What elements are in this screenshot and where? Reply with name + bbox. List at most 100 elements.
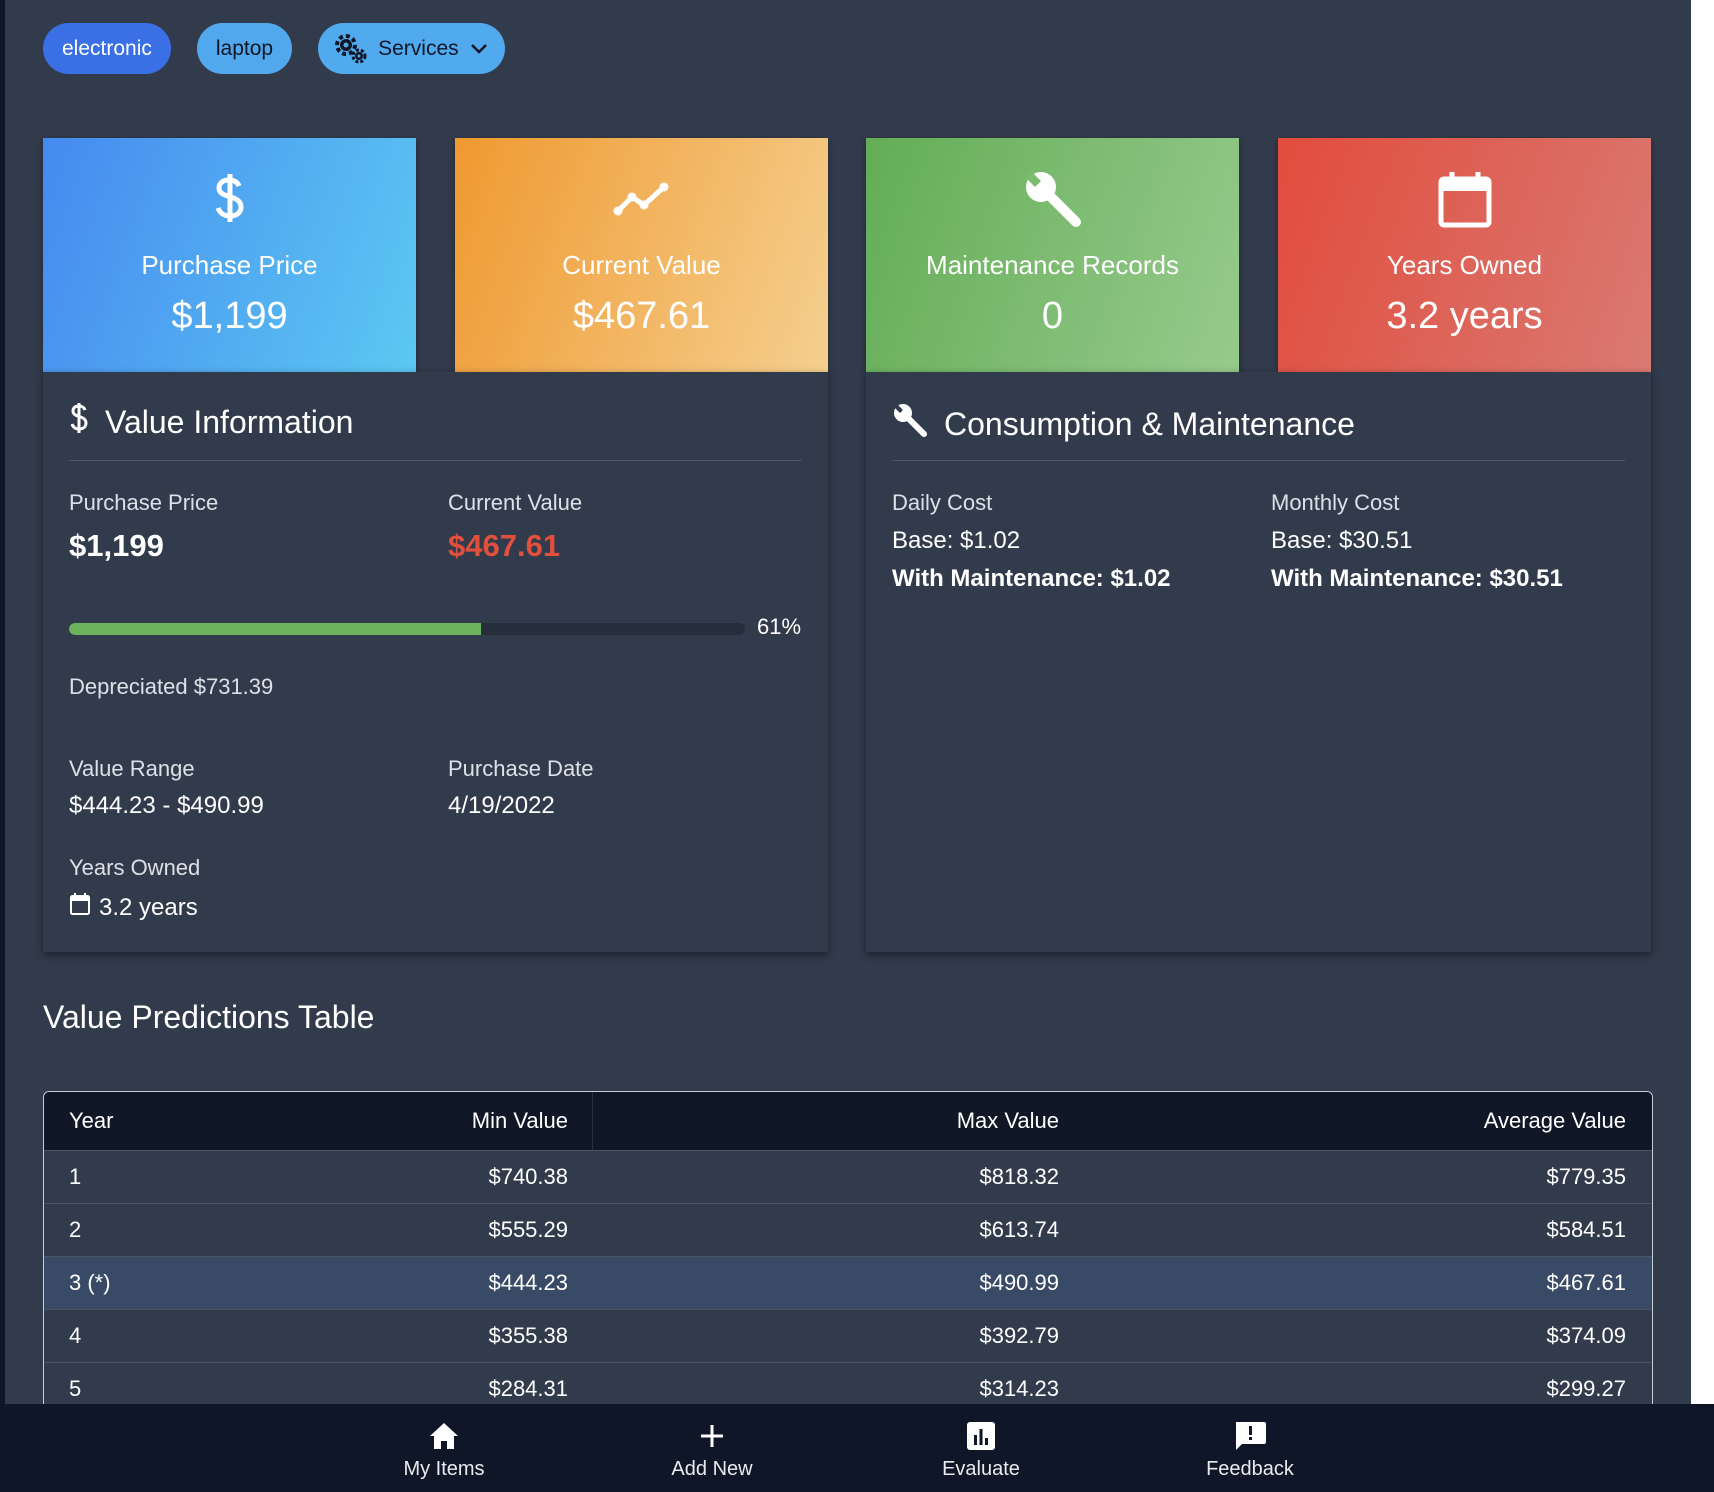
calendar-icon (1437, 168, 1493, 230)
cell-min: $740.38 (488, 1164, 568, 1189)
header-average-value[interactable]: Average Value (1483, 1108, 1626, 1133)
stat-value: $467.61 (572, 295, 711, 337)
stat-value: 0 (1041, 295, 1064, 337)
header-max-value[interactable]: Max Value (956, 1108, 1059, 1133)
calendar-icon (69, 892, 91, 923)
stat-card-years-owned: Years Owned 3.2 years (1278, 138, 1651, 372)
cell-average: $779.35 (1546, 1164, 1626, 1189)
current-value-label: Current Value (448, 490, 583, 515)
depreciation-percent: 61% (757, 614, 802, 639)
app-main: electronic laptop Services (5, 0, 1691, 1404)
table-row: 5 $284.31 $314.23 $299.27 (44, 1362, 1652, 1404)
table-row: 1 $740.38 $818.32 $779.35 (44, 1150, 1652, 1203)
years-owned-value: 3.2 years (69, 892, 198, 923)
bottom-navigation: My Items Add New Evaluate (0, 1404, 1714, 1492)
cell-max: $818.32 (979, 1164, 1059, 1189)
stat-card-purchase-price: Purchase Price $1,199 (43, 138, 416, 372)
cell-max: $613.74 (979, 1217, 1059, 1242)
daily-cost-base: Base: $1.02 (892, 527, 1021, 554)
cell-average: $584.51 (1546, 1217, 1626, 1242)
stat-label: Purchase Price (141, 250, 318, 280)
purchase-price-value: $1,199 (69, 528, 164, 563)
cell-year: 1 (69, 1164, 82, 1189)
nav-feedback[interactable]: Feedback (1150, 1404, 1350, 1492)
daily-cost-label: Daily Cost (892, 490, 993, 515)
stat-card-maintenance-records: Maintenance Records 0 (866, 138, 1239, 372)
gears-icon (334, 33, 368, 65)
table-row: 2 $555.29 $613.74 $584.51 (44, 1203, 1652, 1256)
header-min-value[interactable]: Min Value (471, 1108, 568, 1133)
cell-min: $444.23 (488, 1270, 568, 1295)
cell-year: 4 (69, 1323, 82, 1348)
dollar-icon (69, 402, 89, 442)
cell-year: 2 (69, 1217, 82, 1242)
table-header: Year Min Value Max Value Average Value (44, 1092, 1652, 1150)
value-info-title: Value Information (105, 403, 354, 440)
cell-min: $355.38 (488, 1323, 568, 1348)
home-icon (428, 1420, 460, 1452)
table-row: 4 $355.38 $392.79 $374.09 (44, 1309, 1652, 1362)
tag-electronic[interactable]: electronic (43, 23, 171, 74)
years-owned-text: 3.2 years (99, 893, 198, 921)
cell-year: 3 (*) (69, 1270, 111, 1295)
stat-label: Years Owned (1386, 250, 1543, 280)
window-edge (1691, 0, 1714, 1404)
cell-average: $374.09 (1546, 1323, 1626, 1348)
header-separator (592, 1092, 593, 1150)
daily-cost-with-maintenance: With Maintenance: $1.02 (892, 565, 1171, 592)
depreciated-amount: Depreciated $731.39 (69, 674, 274, 699)
stat-value: 3.2 years (1386, 295, 1543, 337)
years-owned-label: Years Owned (69, 855, 201, 880)
consumption-maintenance-panel: Consumption & Maintenance Daily Cost Bas… (866, 372, 1651, 952)
feedback-icon (1233, 1420, 1267, 1452)
wrench-icon (1022, 168, 1084, 230)
header-year[interactable]: Year (69, 1108, 114, 1133)
services-dropdown[interactable]: Services (318, 23, 505, 74)
services-label: Services (378, 36, 459, 60)
wrench-icon (892, 402, 928, 446)
cell-year: 5 (69, 1376, 82, 1401)
dollar-icon (213, 168, 247, 230)
cell-max: $314.23 (979, 1376, 1059, 1401)
depreciation-progress-fill (69, 623, 482, 635)
nav-add-new[interactable]: Add New (612, 1404, 812, 1492)
value-range-value: $444.23 - $490.99 (69, 792, 264, 819)
bar-chart-icon (966, 1420, 996, 1452)
monthly-cost-base: Base: $30.51 (1271, 527, 1413, 554)
nav-label: Evaluate (942, 1458, 1020, 1480)
stat-card-current-value: Current Value $467.61 (455, 138, 828, 372)
tag-bar: electronic laptop Services (43, 23, 505, 74)
nav-label: Feedback (1206, 1458, 1294, 1480)
nav-evaluate[interactable]: Evaluate (881, 1404, 1081, 1492)
stat-label: Maintenance Records (926, 250, 1179, 280)
nav-my-items[interactable]: My Items (344, 1404, 544, 1492)
divider (69, 460, 802, 461)
cell-min: $284.31 (488, 1376, 568, 1401)
plus-icon (698, 1420, 726, 1452)
cell-average: $299.27 (1546, 1376, 1626, 1401)
purchase-date-label: Purchase Date (448, 756, 594, 781)
nav-label: Add New (671, 1458, 753, 1480)
cell-max: $490.99 (979, 1270, 1059, 1295)
depreciation-progress-bar (69, 623, 745, 635)
monthly-cost-with-maintenance: With Maintenance: $30.51 (1271, 565, 1563, 592)
stat-label: Current Value (562, 250, 721, 280)
cell-max: $392.79 (979, 1323, 1059, 1348)
nav-label: My Items (403, 1458, 485, 1480)
panel-title: Consumption & Maintenance (892, 402, 1355, 446)
purchase-price-label: Purchase Price (69, 490, 219, 515)
stat-value: $1,199 (171, 295, 288, 337)
value-information-panel: Value Information Purchase Price $1,199 … (43, 372, 828, 952)
cell-average: $467.61 (1546, 1270, 1626, 1295)
panel-title: Value Information (69, 402, 353, 442)
monthly-cost-label: Monthly Cost (1271, 490, 1400, 515)
chevron-down-icon (469, 42, 489, 56)
current-value-value: $467.61 (448, 528, 561, 563)
tag-laptop[interactable]: laptop (196, 23, 293, 74)
consumption-title: Consumption & Maintenance (944, 405, 1355, 442)
value-predictions-table: Year Min Value Max Value Average Value 1… (43, 1091, 1653, 1404)
predictions-title: Value Predictions Table (43, 999, 375, 1035)
purchase-date-value: 4/19/2022 (448, 792, 555, 819)
table-row-current: 3 (*) $444.23 $490.99 $467.61 (44, 1256, 1652, 1309)
trend-line-icon (612, 168, 672, 230)
